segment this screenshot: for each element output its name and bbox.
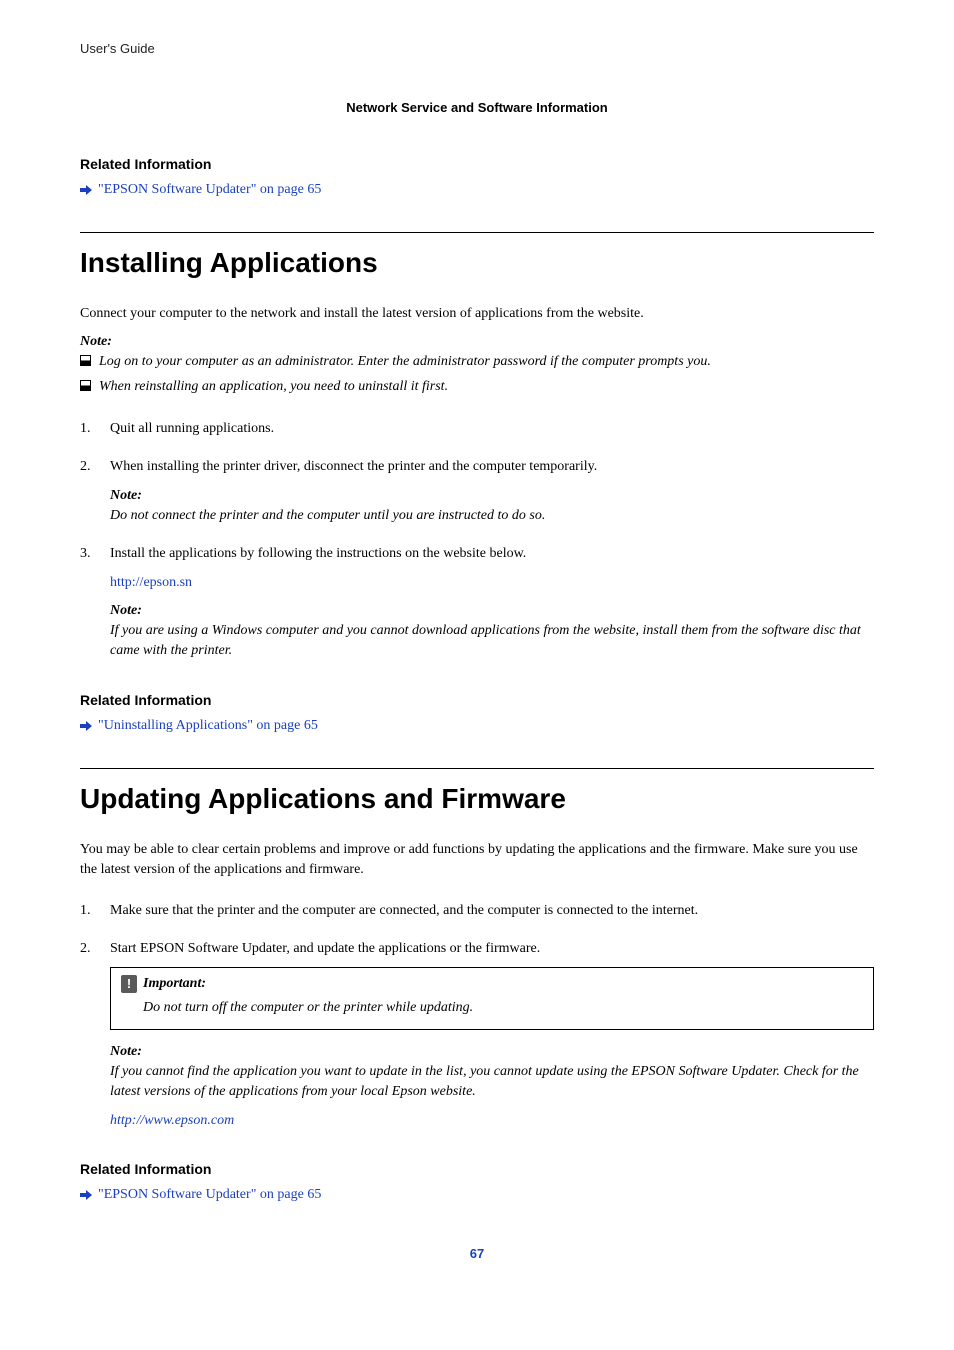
note-bullet-2: When reinstalling an application, you ne…: [99, 377, 448, 397]
note-label: Note:: [110, 1042, 874, 1062]
checkbox-icon: [80, 355, 91, 366]
install-step-3: Install the applications by following th…: [110, 544, 874, 564]
arrow-right-icon: [80, 184, 92, 196]
link-epson-updater[interactable]: "EPSON Software Updater" on page 65: [98, 1185, 321, 1205]
important-box: ! Important: Do not turn off the compute…: [110, 967, 874, 1030]
install-step-3-note: If you are using a Windows computer and …: [110, 621, 874, 662]
guide-label: User's Guide: [80, 40, 155, 59]
related-info-heading: Related Information: [80, 1159, 874, 1179]
exclamation-icon: !: [121, 975, 137, 993]
install-intro: Connect your computer to the network and…: [80, 304, 874, 324]
note-bullet-1: Log on to your computer as an administra…: [99, 352, 711, 372]
heading-installing: Installing Applications: [80, 232, 874, 284]
update-step-1: Make sure that the printer and the compu…: [110, 901, 874, 921]
important-label: Important:: [143, 974, 206, 994]
note-label: Note:: [110, 486, 874, 506]
update-step-2: Start EPSON Software Updater, and update…: [110, 939, 874, 959]
install-step-2-note: Do not connect the printer and the compu…: [110, 506, 874, 526]
step-num-2: 2.: [80, 939, 98, 1131]
important-text: Do not turn off the computer or the prin…: [143, 998, 863, 1018]
step-num-3: 3.: [80, 544, 98, 661]
arrow-right-icon: [80, 1189, 92, 1201]
update-note-text: If you cannot find the application you w…: [110, 1062, 874, 1103]
note-label: Note:: [80, 332, 874, 352]
related-info-heading: Related Information: [80, 154, 874, 174]
section-header: Network Service and Software Information: [80, 99, 874, 118]
step-num-1: 1.: [80, 419, 98, 439]
update-intro: You may be able to clear certain problem…: [80, 840, 874, 881]
note-label: Note:: [110, 601, 874, 621]
page-number: 67: [80, 1245, 874, 1264]
install-step-2: When installing the printer driver, disc…: [110, 457, 874, 477]
arrow-right-icon: [80, 720, 92, 732]
related-info-heading: Related Information: [80, 690, 874, 710]
link-epson-sn[interactable]: http://epson.sn: [110, 575, 192, 590]
step-num-2: 2.: [80, 457, 98, 526]
link-epson-updater[interactable]: "EPSON Software Updater" on page 65: [98, 180, 321, 200]
install-step-1: Quit all running applications.: [110, 419, 874, 439]
step-num-1: 1.: [80, 901, 98, 921]
link-uninstalling[interactable]: "Uninstalling Applications" on page 65: [98, 716, 318, 736]
checkbox-icon: [80, 380, 91, 391]
heading-updating: Updating Applications and Firmware: [80, 768, 874, 820]
link-epson-com[interactable]: http://www.epson.com: [110, 1113, 234, 1128]
